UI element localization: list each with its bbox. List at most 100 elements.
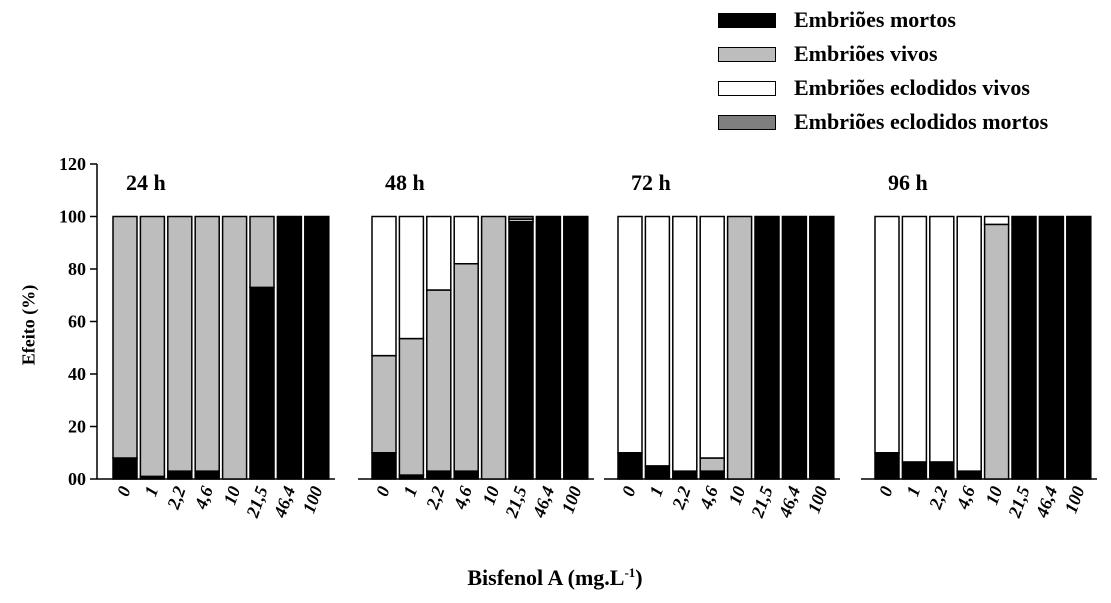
bar-segment: [644, 465, 671, 480]
bar-segment: [480, 215, 507, 480]
x-tick-label: 0: [618, 484, 640, 499]
x-tick-label: 2,2: [422, 484, 449, 513]
bar-segment: [453, 263, 479, 472]
y-tick-label: 40: [68, 364, 86, 384]
bar-segment: [112, 457, 138, 480]
bar-segment: [535, 215, 562, 480]
x-tick-label: 100: [558, 484, 586, 516]
x-tick-label: 2,2: [163, 484, 190, 513]
x-tick-label: 1: [902, 484, 924, 499]
bar-segment: [809, 215, 835, 480]
bar-segment: [901, 461, 928, 480]
x-tick-label: 21,5: [747, 484, 777, 521]
x-tick-label: 4,6: [695, 484, 722, 513]
x-tick-label: 4,6: [449, 484, 476, 513]
x-axis-title-end: ): [635, 565, 643, 591]
x-tick-label: 46,4: [774, 484, 804, 521]
x-tick-label: 1: [645, 484, 667, 499]
bar-segment: [426, 289, 452, 472]
x-tick-label: 0: [875, 484, 897, 499]
bar-segment: [874, 215, 900, 454]
x-tick-label: 2,2: [668, 484, 695, 513]
legend-swatch: [718, 115, 776, 130]
bar-segment: [563, 215, 589, 480]
x-tick-label: 100: [299, 484, 327, 516]
bar-segment: [194, 470, 220, 480]
bar-segment: [276, 215, 303, 480]
x-axis-title-main: Bisfenol A (mg.L: [467, 565, 625, 591]
x-tick-label: 2,2: [925, 484, 952, 513]
bar-segment: [453, 470, 479, 480]
bar-segment: [956, 470, 982, 480]
legend-label: Embriões vivos: [794, 41, 938, 66]
bar-segment: [901, 215, 928, 463]
x-tick-label: 21,5: [242, 484, 272, 521]
x-tick-label: 0: [372, 484, 394, 499]
y-tick-label: 80: [68, 259, 86, 279]
legend-swatch: [718, 47, 776, 62]
bar-segment: [426, 215, 452, 291]
bar-segment: [304, 215, 330, 480]
bar-segment: [699, 470, 725, 480]
y-tick-label: 120: [59, 154, 86, 174]
y-tick-label: 100: [59, 207, 86, 227]
bar-segment: [508, 221, 534, 480]
bar-segment: [398, 215, 425, 340]
panel-title: 24 h: [126, 170, 166, 195]
bar-segment: [726, 215, 753, 480]
y-axis-title: Efeito (%): [18, 284, 39, 366]
bar-segment: [371, 215, 397, 357]
x-tick-label: 4,6: [190, 484, 217, 513]
x-tick-label: 21,5: [1004, 484, 1034, 521]
bar-segment: [453, 215, 479, 265]
x-axis-title-sup: -1: [624, 564, 636, 580]
x-tick-label: 46,4: [1031, 484, 1061, 521]
bar-segment: [699, 215, 725, 459]
panel-title: 72 h: [631, 170, 671, 195]
bar-segment: [371, 452, 397, 480]
bar-segment: [1066, 215, 1092, 480]
bar-segment: [644, 215, 671, 467]
panel-title: 48 h: [385, 170, 425, 195]
bar-segment: [194, 215, 220, 472]
legend-swatch: [718, 81, 776, 96]
x-tick-label: 1: [140, 484, 162, 499]
bar-segment: [672, 215, 698, 472]
legend-swatch: [718, 13, 776, 28]
bar-segment: [426, 470, 452, 480]
bar-segment: [929, 461, 955, 480]
x-tick-label: 10: [724, 484, 749, 508]
x-tick-label: 21,5: [501, 484, 531, 521]
bar-segment: [371, 354, 397, 454]
bar-segment: [112, 215, 138, 459]
bar-segment: [983, 215, 1010, 226]
bar-segment: [617, 215, 643, 454]
y-tick-label: 20: [68, 417, 86, 437]
bar-segment: [929, 215, 955, 463]
legend-label: Embriões mortos: [794, 7, 956, 32]
bar-segment: [956, 215, 982, 472]
bar-segment: [398, 337, 425, 476]
bar-segment: [983, 223, 1010, 480]
bar-segment: [221, 215, 248, 480]
bar-segment: [781, 215, 808, 480]
bar-segment: [617, 452, 643, 480]
bar-segment: [754, 215, 780, 480]
x-tick-label: 100: [1061, 484, 1089, 516]
legend-label: Embriões eclodidos mortos: [794, 109, 1049, 134]
x-tick-label: 1: [399, 484, 421, 499]
y-tick-label: 60: [68, 312, 86, 332]
bar-segment: [167, 470, 193, 480]
bar-segment: [249, 286, 275, 480]
bar-segment: [167, 215, 193, 472]
x-tick-label: 46,4: [528, 484, 558, 521]
bar-segment: [1038, 215, 1065, 480]
bar-segment: [1011, 215, 1037, 480]
bar-segment: [139, 215, 166, 478]
x-tick-label: 10: [981, 484, 1006, 508]
x-tick-label: 10: [219, 484, 244, 508]
x-axis-title: Bisfenol A (mg.L-1): [467, 565, 642, 591]
legend-label: Embriões eclodidos vivos: [794, 75, 1030, 100]
x-tick-label: 0: [113, 484, 135, 499]
